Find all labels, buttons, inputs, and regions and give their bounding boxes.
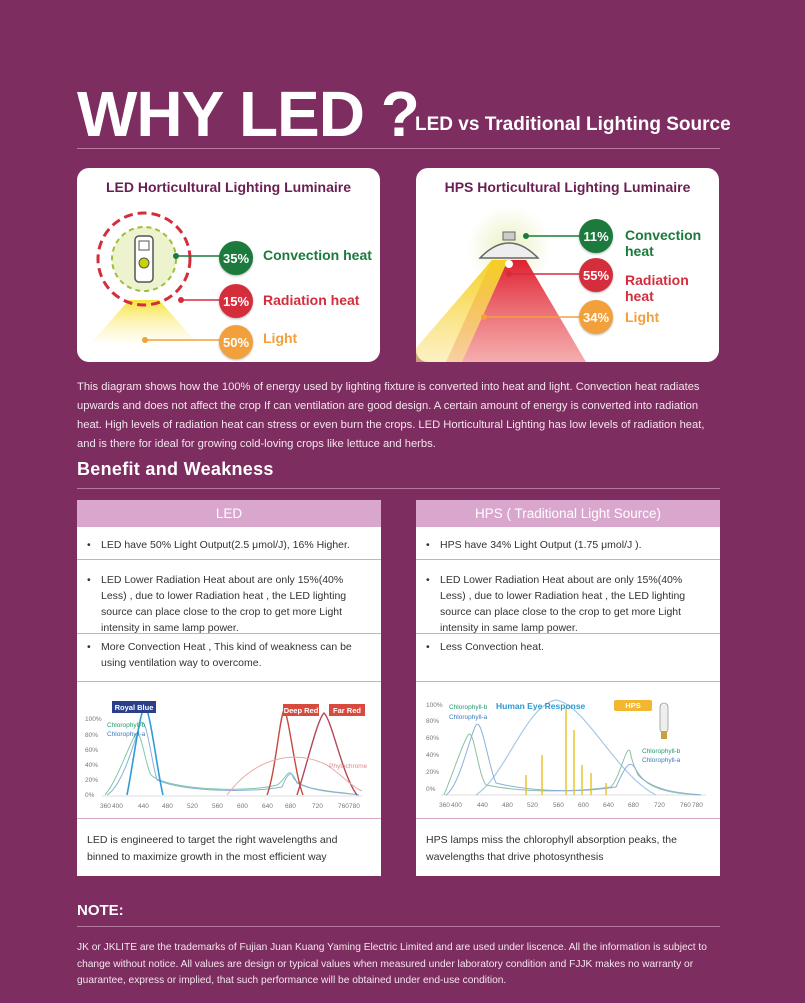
hps-x-tick: 680 xyxy=(628,802,639,809)
led-deep-red-tag: Deep Red xyxy=(284,706,319,715)
hps-y-tick: 80% xyxy=(426,718,439,725)
hps-y-tick: 0% xyxy=(426,786,436,793)
hps-luminaire-diagram xyxy=(416,206,586,362)
led-y-tick: 0% xyxy=(85,792,95,799)
energy-description: This diagram shows how the 100% of energ… xyxy=(77,381,705,450)
hps-tag: HPS xyxy=(625,701,640,710)
led-radiation-percent: 15% xyxy=(219,284,253,318)
led-x-tick: 760 xyxy=(338,803,349,810)
hps-radiation-label: Radiation heat xyxy=(625,272,689,304)
led-light-label: Light xyxy=(263,330,298,346)
led-y-tick: 20% xyxy=(85,777,98,784)
led-x-tick: 480 xyxy=(162,803,173,810)
note-heading: NOTE: xyxy=(77,902,124,919)
led-luminaire-card: LED Horticultural Lighting Luminaire 35%… xyxy=(77,168,380,362)
hps-x-tick: 760 xyxy=(680,802,691,809)
led-row-divider xyxy=(77,559,381,560)
led-y-tick: 60% xyxy=(85,747,98,754)
led-x-tick: 720 xyxy=(312,803,323,810)
hps-benefit-panel: HPS ( Traditional Light Source) HPS have… xyxy=(416,500,720,876)
note-divider xyxy=(77,926,720,927)
benefit-heading: Benefit and Weakness xyxy=(77,459,274,479)
hps-row-2: LED Lower Radiation Heat about are only … xyxy=(416,572,720,636)
led-light-percent: 50% xyxy=(219,325,253,359)
hps-x-tick: 360 xyxy=(439,802,450,809)
hps-x-tick: 480 xyxy=(502,802,513,809)
hps-human-eye-label: Human Eye Response xyxy=(496,701,586,711)
hps-row-divider xyxy=(416,633,720,634)
hps-convection-label: Convection heat xyxy=(625,227,702,259)
hps-x-tick: 400 xyxy=(451,802,462,809)
led-radiation-label: Radiation heat xyxy=(263,292,360,308)
hps-convection-percent: 11% xyxy=(579,219,613,253)
led-row-2: LED Lower Radiation Heat about are only … xyxy=(77,572,381,636)
led-convection-label: Convection heat xyxy=(263,247,372,263)
led-x-tick: 360 xyxy=(100,803,111,810)
led-x-tick: 680 xyxy=(285,803,296,810)
hps-row-3: Less Convection heat. xyxy=(416,639,720,655)
hps-card-title: HPS Horticultural Lighting Luminaire xyxy=(444,179,691,195)
hps-legend-right-chl-a: Chlorophyll-a xyxy=(642,757,681,764)
led-x-tick: 560 xyxy=(212,803,223,810)
hps-row-divider xyxy=(416,559,720,560)
led-y-tick: 40% xyxy=(85,762,98,769)
led-far-red-tag: Far Red xyxy=(333,706,361,715)
hps-row-1: HPS have 34% Light Output (1.75 μmol/J )… xyxy=(416,537,720,553)
note-text: JK or JKLITE are the trademarks of Fujia… xyxy=(77,942,707,986)
led-x-tick: 440 xyxy=(138,803,149,810)
hps-spectrum-chart: 100% 80% 60% 40% 20% 0% 360 400 440 480 … xyxy=(426,699,706,809)
led-y-tick: 80% xyxy=(85,732,98,739)
hps-radiation-percent: 55% xyxy=(579,258,613,292)
hps-y-tick: 100% xyxy=(426,702,443,709)
page-subtitle: LED vs Traditional Lighting Source xyxy=(415,114,731,135)
led-x-tick: 640 xyxy=(262,803,273,810)
led-x-tick: 780 xyxy=(349,803,360,810)
hps-x-tick: 600 xyxy=(578,802,589,809)
led-luminaire-diagram xyxy=(91,211,220,343)
hps-row-divider xyxy=(416,681,720,682)
hps-panel-header: HPS ( Traditional Light Source) xyxy=(416,500,720,527)
page-title: WHY LED ? xyxy=(77,78,420,150)
led-x-tick: 400 xyxy=(112,803,123,810)
led-panel-header: LED xyxy=(77,500,381,527)
hps-legend-right-chl-b: Chlorophyll-b xyxy=(642,748,681,755)
hps-x-tick: 780 xyxy=(692,802,703,809)
hps-x-tick: 520 xyxy=(527,802,538,809)
led-legend-chl-b: Chlorophyll-b xyxy=(107,722,146,729)
led-legend-chl-a: Chlorophyll-a xyxy=(107,731,146,738)
hps-row-divider xyxy=(416,818,720,819)
hps-y-tick: 40% xyxy=(426,752,439,759)
hps-caption: HPS lamps miss the chlorophyll absorptio… xyxy=(426,834,677,863)
led-convection-percent: 35% xyxy=(219,241,253,275)
led-phytochrome-label: Phytochrome xyxy=(329,763,368,770)
hps-x-tick: 720 xyxy=(654,802,665,809)
led-x-tick: 520 xyxy=(187,803,198,810)
led-y-tick: 100% xyxy=(85,716,102,723)
hps-light-percent: 34% xyxy=(579,300,613,334)
led-caption: LED is engineered to target the right wa… xyxy=(87,834,338,863)
header-divider xyxy=(77,148,720,149)
led-royal-blue-tag: Royal Blue xyxy=(115,703,154,712)
hps-bulb-icon xyxy=(659,702,669,739)
hps-y-tick: 60% xyxy=(426,735,439,742)
hps-legend-chl-b: Chlorophyll-b xyxy=(449,704,488,711)
hps-x-tick: 440 xyxy=(477,802,488,809)
hps-x-tick: 640 xyxy=(603,802,614,809)
led-row-divider xyxy=(77,633,381,634)
led-benefit-panel: LED LED have 50% Light Output(2.5 μmol/J… xyxy=(77,500,381,876)
hps-x-tick: 560 xyxy=(553,802,564,809)
led-row-divider xyxy=(77,818,381,819)
led-spectrum-chart: 100% 80% 60% 40% 20% 0% 360 400 440 480 … xyxy=(85,701,368,810)
hps-y-tick: 20% xyxy=(426,769,439,776)
led-row-divider xyxy=(77,681,381,682)
hps-legend-chl-a: Chlorophyll-a xyxy=(449,714,488,721)
hps-luminaire-card: HPS Horticultural Lighting Luminaire xyxy=(416,168,719,362)
led-x-tick: 600 xyxy=(237,803,248,810)
led-row-1: LED have 50% Light Output(2.5 μmol/J), 1… xyxy=(77,537,381,553)
hps-light-label: Light xyxy=(625,309,660,325)
led-card-title: LED Horticultural Lighting Luminaire xyxy=(106,179,351,195)
benefit-divider xyxy=(77,488,720,489)
led-row-3: More Convection Heat , This kind of weak… xyxy=(77,639,381,671)
